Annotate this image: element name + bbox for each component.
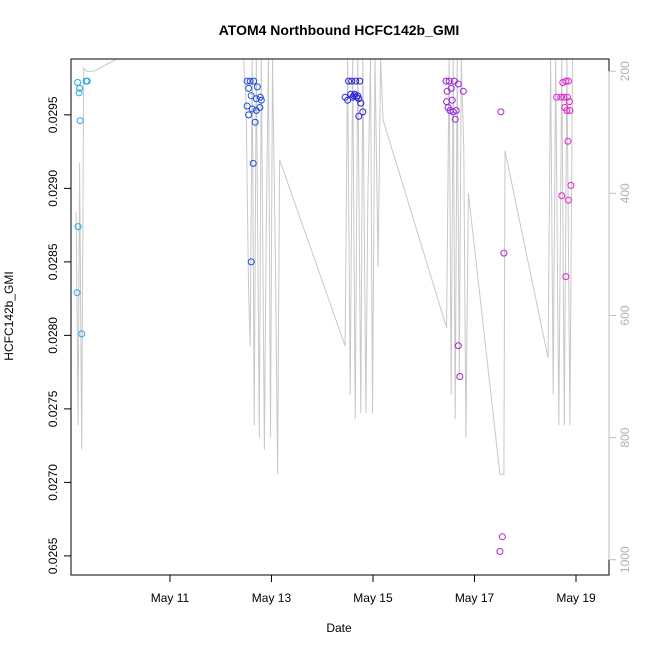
data-point [355, 112, 363, 120]
data-point [454, 80, 462, 88]
data-point [563, 107, 571, 114]
data-point [75, 89, 83, 97]
data-point [564, 196, 572, 204]
y2-tick-label: 200 [618, 61, 632, 81]
data-point [565, 98, 573, 106]
y-tick-label: 0.0295 [46, 96, 60, 133]
data-point [243, 102, 251, 110]
data-point [354, 92, 362, 100]
data-point [344, 96, 352, 104]
data-point [459, 87, 467, 95]
data-point [251, 118, 259, 126]
data-point [345, 77, 353, 85]
x-tick-label: May 13 [252, 591, 292, 605]
data-point [445, 77, 453, 85]
data-point [248, 105, 256, 113]
data-point [497, 108, 505, 116]
x-axis-label: Date [326, 621, 352, 635]
data-point [247, 258, 255, 266]
y-axis-label: HCFC142b_GMI [2, 271, 16, 360]
data-point [74, 223, 82, 231]
data-point [448, 96, 456, 104]
data-point [442, 77, 450, 85]
y2-tick-label: 600 [618, 305, 632, 325]
y-tick-label: 0.0275 [46, 390, 60, 427]
data-point [498, 533, 506, 541]
data-point [564, 137, 572, 145]
data-point [253, 83, 261, 91]
data-point [76, 117, 84, 125]
y2-tick-label: 800 [618, 427, 632, 447]
x-tick-label: May 11 [151, 591, 190, 605]
y-tick-label: 0.0290 [46, 170, 60, 207]
data-point [252, 95, 260, 103]
data-point [563, 93, 571, 101]
plot-frame [70, 58, 610, 576]
pressure-line-layer [75, 59, 573, 475]
data-point [245, 84, 253, 92]
data-point [74, 79, 82, 86]
data-point [496, 548, 504, 555]
y-axis: 0.0265 0.0270 0.0275 0.0280 0.0285 0.0290 0.02… [46, 96, 72, 574]
y2-tick-label: 400 [618, 183, 632, 203]
x-tick-label: May 19 [556, 591, 596, 605]
data-point [558, 192, 566, 200]
x-axis: May 11 May 13 May 15 May 17 May 19 [151, 574, 596, 605]
x-tick-label: May 17 [455, 591, 495, 605]
y2-axis: 200 400 600 800 1000 [608, 61, 632, 573]
x-tick-label: May 15 [353, 591, 393, 605]
y-tick-label: 0.0270 [46, 464, 60, 501]
data-point [83, 77, 91, 85]
data-point [243, 77, 251, 85]
data-point [562, 77, 570, 85]
data-point [357, 99, 365, 107]
y2-tick-label: 1000 [618, 546, 632, 573]
data-point [454, 342, 462, 350]
data-point [76, 84, 84, 92]
y-tick-label: 0.0285 [46, 243, 60, 280]
data-point [562, 273, 570, 281]
data-point [447, 84, 455, 92]
data-point [564, 77, 572, 85]
pressure-line [75, 59, 573, 475]
data-point [566, 107, 574, 114]
data-point [256, 104, 264, 111]
data-point [257, 96, 265, 104]
data-point [256, 93, 264, 101]
data-point [456, 373, 464, 380]
data-point [451, 115, 459, 123]
data-point [567, 181, 575, 189]
data-point [560, 93, 568, 101]
data-point [359, 108, 367, 116]
data-point [78, 330, 86, 338]
data-point [500, 249, 508, 257]
data-point [249, 159, 257, 167]
data-point [356, 77, 364, 85]
y-tick-label: 0.0280 [46, 317, 60, 354]
data-point [348, 77, 356, 85]
data-point [452, 107, 460, 114]
data-point [73, 289, 81, 297]
data-point [250, 77, 258, 85]
data-point [245, 111, 253, 119]
data-point [247, 92, 255, 100]
chart-title: ATOM4 Northbound HCFC142b_GMI [219, 22, 460, 38]
data-point [557, 93, 565, 101]
data-points-layer [73, 77, 575, 555]
data-point [352, 77, 360, 85]
y-tick-label: 0.0265 [46, 537, 60, 574]
data-point [553, 93, 561, 101]
data-point [246, 77, 254, 85]
